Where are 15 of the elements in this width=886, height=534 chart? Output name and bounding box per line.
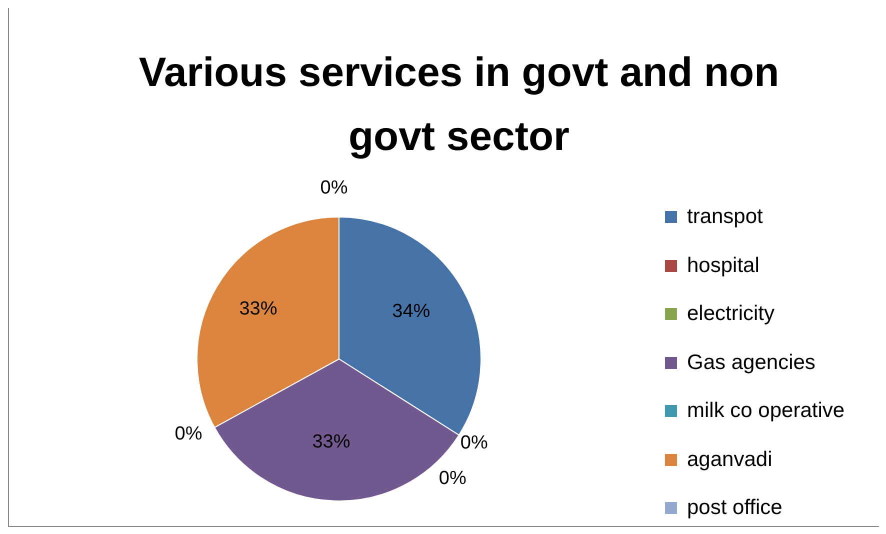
legend-label: post office [687, 496, 782, 520]
legend-label: electricity [687, 302, 775, 326]
legend-label: milk co operative [687, 399, 845, 424]
text: 0% [460, 432, 488, 454]
data-label: 33% [312, 431, 350, 452]
text: 0% [174, 423, 202, 444]
legend-label: transpot [687, 205, 763, 230]
legend-label: aganvadi [687, 448, 772, 472]
text: 0% [320, 178, 348, 198]
legend-label: hospital [687, 254, 760, 278]
data-label: 34% [392, 301, 430, 322]
text: 0% [438, 468, 466, 490]
legend-label: Gas agencies [687, 350, 816, 375]
chart-title: Various services in govt and non govt sector [138, 48, 780, 161]
data-label: 33% [239, 298, 278, 320]
